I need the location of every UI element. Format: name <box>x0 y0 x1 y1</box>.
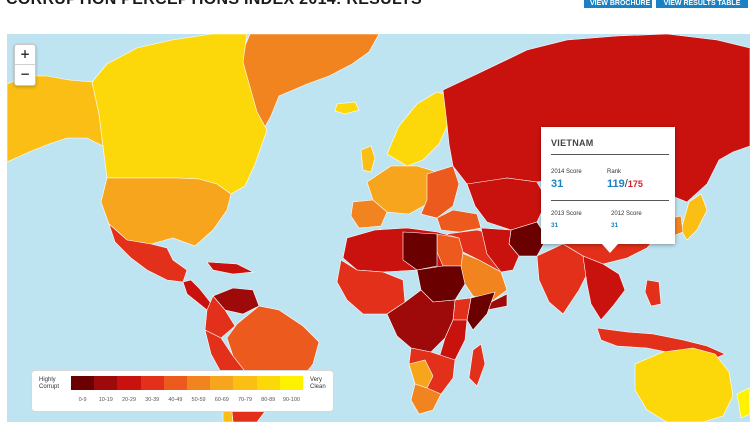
legend-tick-label: 50-59 <box>191 397 206 403</box>
legend-low-label: Highly Corrupt <box>39 377 59 391</box>
popup-divider <box>551 154 669 155</box>
page-title: CORRUPTION PERCEPTIONS INDEX 2014: RESUL… <box>6 0 422 9</box>
legend-tick-label: 80-89 <box>261 397 276 403</box>
zoom-in-button[interactable]: + <box>15 45 35 65</box>
legend-tick-label: 10-19 <box>98 397 113 403</box>
legend-low-label-line1: Highly <box>39 377 56 383</box>
popup-pointer <box>602 244 618 253</box>
popup-divider-2 <box>551 200 669 201</box>
popup-2012-score-value: 31 <box>611 222 619 229</box>
country-popup: VIETNAM 2014 Score 31 Rank 119/175 2013 … <box>541 127 675 244</box>
header-bar: CORRUPTION PERCEPTIONS INDEX 2014: RESUL… <box>0 0 750 22</box>
legend-high-label-line1: Very <box>310 377 323 383</box>
country-libya[interactable] <box>402 231 438 271</box>
country-scandinavia[interactable] <box>386 91 452 167</box>
country-india[interactable] <box>536 243 590 315</box>
legend-tick-label: 60-69 <box>214 397 229 403</box>
score-legend: Highly Corrupt Very Clean 0-9 10-19 20-29 3… <box>31 370 334 412</box>
legend-high-label-line2: Clean <box>310 384 326 390</box>
popup-rank-separator: / <box>624 178 628 190</box>
legend-low-label-line2: Corrupt <box>39 384 60 390</box>
legend-high-label: Very Clean <box>310 377 326 391</box>
popup-2014-score-label: 2014 Score <box>551 169 582 175</box>
country-canada[interactable] <box>91 34 268 195</box>
country-spain[interactable] <box>350 199 388 229</box>
popup-2013-score-label: 2013 Score <box>551 211 582 217</box>
popup-2014-score-value: 31 <box>551 178 564 190</box>
view-brochure-button[interactable]: VIEW BROCHURE <box>584 0 652 8</box>
popup-country-name: VIETNAM <box>551 138 594 148</box>
country-madagascar[interactable] <box>468 343 486 387</box>
legend-swatch <box>187 376 211 390</box>
country-botswana[interactable] <box>408 359 434 389</box>
popup-rank: 119/175 <box>607 178 643 190</box>
popup-rank-value: 119 <box>607 178 625 190</box>
legend-swatch <box>117 376 142 390</box>
legend-tick-label: 40-49 <box>168 397 183 403</box>
popup-rank-label: Rank <box>607 169 622 175</box>
country-usa-alaska[interactable] <box>7 75 104 163</box>
region-caribbean[interactable] <box>206 261 255 275</box>
legend-swatch <box>140 376 165 390</box>
legend-tick-label: 0-9 <box>78 397 87 403</box>
region-eastern-europe[interactable] <box>420 165 460 219</box>
legend-swatch <box>279 376 304 390</box>
country-australia[interactable] <box>634 347 734 422</box>
zoom-control: + − <box>14 44 36 86</box>
region-southeast-asia[interactable] <box>582 255 626 321</box>
legend-swatch <box>210 376 234 390</box>
legend-swatch <box>71 376 95 390</box>
country-philippines[interactable] <box>644 279 662 307</box>
legend-swatch <box>163 376 188 390</box>
legend-swatch <box>94 376 118 390</box>
region-central-america[interactable] <box>182 279 214 311</box>
map-svg[interactable] <box>7 34 750 422</box>
legend-color-bar <box>71 376 304 390</box>
country-south-africa[interactable] <box>410 383 442 415</box>
popup-2012-score-label: 2012 Score <box>611 211 642 217</box>
zoom-out-button[interactable]: − <box>19 67 31 81</box>
country-new-zealand[interactable] <box>736 387 750 419</box>
legend-swatch <box>233 376 258 390</box>
country-egypt[interactable] <box>436 233 464 267</box>
legend-tick-label: 90-100 <box>282 397 300 403</box>
legend-tick-label: 20-29 <box>121 397 137 403</box>
legend-tick-label: 30-39 <box>145 397 160 403</box>
country-iran[interactable] <box>480 227 520 273</box>
legend-swatch <box>256 376 281 390</box>
popup-2013-score-value: 31 <box>551 222 559 229</box>
popup-rank-total: 175 <box>627 179 643 189</box>
country-iceland[interactable] <box>334 101 360 115</box>
legend-tick-label: 70-79 <box>237 397 253 403</box>
view-results-table-button[interactable]: VIEW RESULTS TABLE <box>656 0 748 8</box>
country-mexico[interactable] <box>108 223 188 283</box>
country-uk[interactable] <box>360 145 376 173</box>
